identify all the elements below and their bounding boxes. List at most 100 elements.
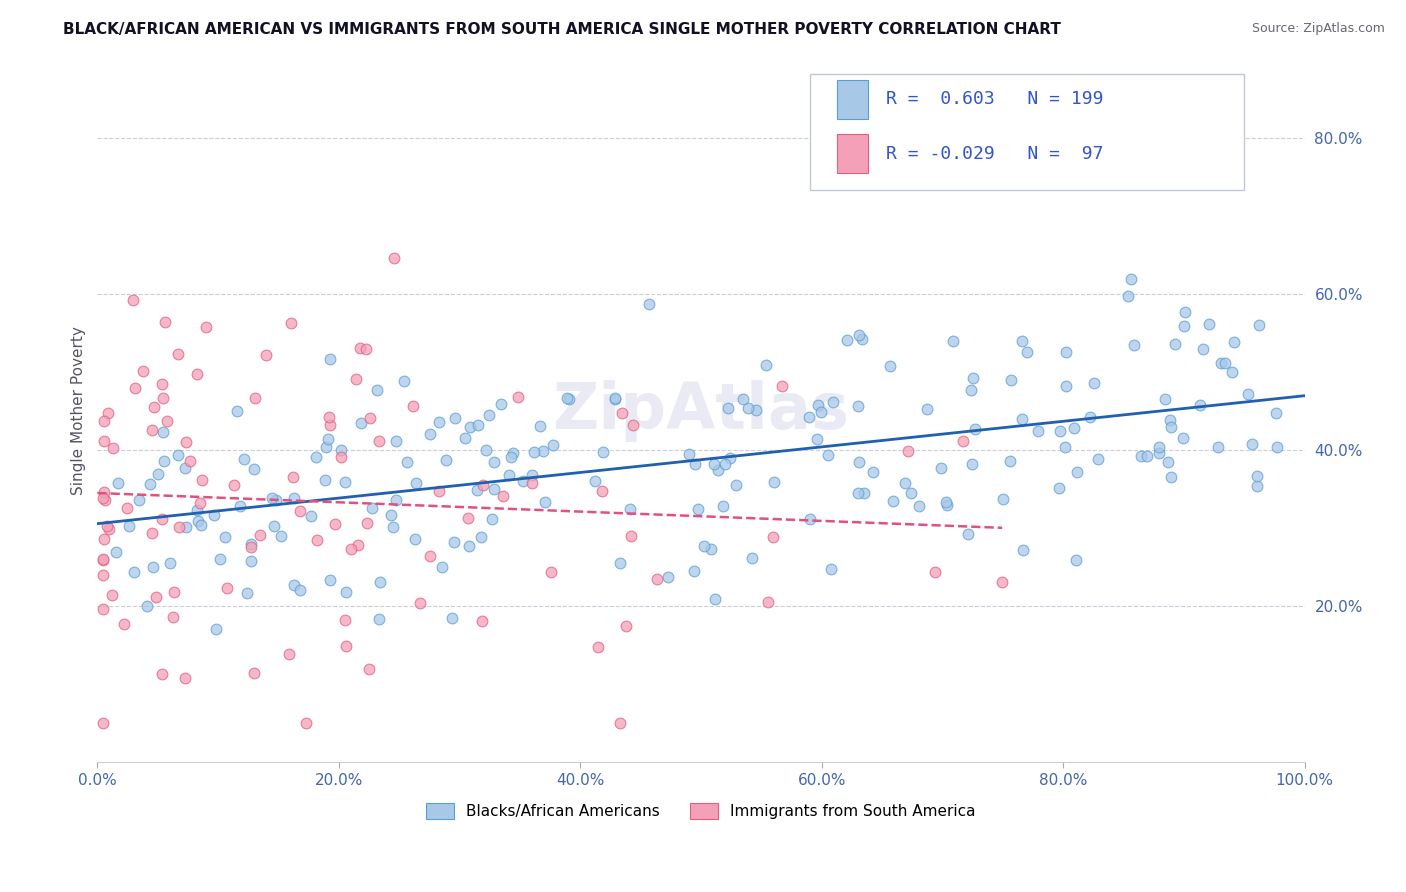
Point	[619, 501, 641, 516]
Point	[540, 565, 562, 579]
Point	[610, 406, 633, 420]
Point	[605, 392, 627, 406]
Point	[141, 423, 163, 437]
Point	[93, 601, 115, 615]
Point	[314, 473, 336, 487]
Point	[359, 411, 381, 425]
Point	[1213, 356, 1236, 370]
Point	[592, 444, 614, 458]
Point	[1264, 406, 1286, 420]
Point	[280, 316, 302, 330]
Point	[609, 556, 631, 570]
Point	[305, 450, 328, 464]
Point	[152, 392, 174, 406]
Point	[609, 716, 631, 731]
Point	[354, 343, 377, 357]
Point	[156, 414, 179, 428]
Point	[270, 529, 292, 543]
Point	[340, 541, 363, 556]
Point	[145, 590, 167, 604]
Point	[620, 529, 643, 543]
Point	[484, 482, 506, 496]
Point	[1206, 440, 1229, 454]
Point	[915, 402, 938, 417]
Point	[1083, 376, 1105, 391]
Point	[512, 475, 534, 489]
Point	[419, 427, 441, 442]
Point	[396, 455, 419, 469]
Point	[467, 418, 489, 433]
Point	[344, 372, 367, 386]
Point	[1237, 387, 1260, 401]
Y-axis label: Single Mother Poverty: Single Mother Poverty	[72, 326, 86, 495]
Point	[179, 454, 201, 468]
Point	[427, 416, 450, 430]
Point	[1159, 413, 1181, 427]
Point	[471, 478, 494, 492]
FancyBboxPatch shape	[810, 74, 1244, 190]
Point	[481, 512, 503, 526]
Point	[174, 671, 197, 685]
Point	[533, 494, 555, 508]
Point	[430, 559, 453, 574]
Point	[717, 401, 740, 415]
Point	[491, 490, 513, 504]
Point	[93, 414, 115, 428]
Point	[146, 467, 169, 482]
Point	[506, 390, 529, 404]
Point	[1246, 479, 1268, 493]
Point	[361, 501, 384, 516]
Point	[960, 383, 983, 397]
Point	[467, 483, 489, 498]
Point	[93, 434, 115, 449]
Point	[224, 477, 246, 491]
Point	[502, 446, 524, 460]
Point	[254, 348, 277, 362]
Point	[167, 347, 190, 361]
Point	[1249, 318, 1271, 332]
Point	[153, 315, 176, 329]
Point	[960, 457, 983, 471]
Point	[333, 613, 356, 627]
Point	[806, 433, 828, 447]
Text: BLACK/AFRICAN AMERICAN VS IMMIGRANTS FROM SOUTH AMERICA SINGLE MOTHER POVERTY CO: BLACK/AFRICAN AMERICAN VS IMMIGRANTS FRO…	[63, 22, 1062, 37]
Point	[349, 341, 371, 355]
Point	[98, 522, 121, 536]
Point	[703, 457, 725, 471]
Point	[908, 500, 931, 514]
Point	[226, 404, 249, 418]
Point	[489, 397, 512, 411]
Point	[965, 422, 987, 436]
Point	[104, 545, 127, 559]
Point	[1015, 344, 1038, 359]
Point	[315, 440, 337, 454]
Point	[249, 528, 271, 542]
Point	[195, 320, 218, 334]
Point	[897, 443, 920, 458]
Point	[167, 448, 190, 462]
Point	[474, 443, 496, 458]
Point	[470, 530, 492, 544]
Point	[173, 461, 195, 475]
Point	[215, 582, 238, 596]
Point	[319, 574, 342, 588]
Point	[443, 534, 465, 549]
Point	[1136, 449, 1159, 463]
Point	[367, 434, 389, 448]
Point	[645, 573, 668, 587]
Point	[409, 596, 432, 610]
Point	[713, 457, 735, 471]
Point	[1049, 424, 1071, 438]
Point	[454, 431, 477, 445]
Point	[1129, 449, 1152, 463]
Point	[101, 441, 124, 455]
Point	[132, 364, 155, 378]
Point	[186, 503, 208, 517]
Point	[299, 508, 322, 523]
Point	[176, 520, 198, 534]
Point	[942, 334, 965, 349]
Point	[1028, 424, 1050, 438]
Point	[97, 407, 120, 421]
Point	[205, 622, 228, 636]
Point	[128, 493, 150, 508]
